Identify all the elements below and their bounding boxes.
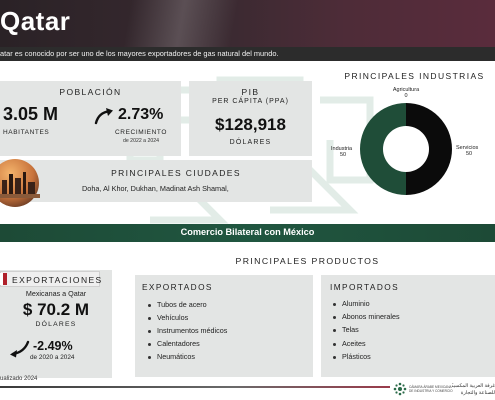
decline-arrow-icon [10,340,30,358]
exported-item: Instrumentos médicos [148,326,227,335]
bullet-icon [333,342,336,346]
pie-slice-servicios [406,103,452,195]
exports-unit: DÓLARES [35,321,77,328]
imported-item: Abonos minerales [333,312,400,321]
bullet-icon [333,355,336,359]
exports-card [0,270,112,378]
exported-products-card [135,275,313,377]
gdp-card [189,81,312,156]
gdp-label: PIB [241,87,260,97]
pie-label-servicios: Servicios [456,145,479,151]
growth-value: 2.73% [118,106,164,123]
exports-subtitle: Mexicanas a Qatar [25,289,87,298]
exported-title: EXPORTADOS [142,282,213,292]
page-subtitle: atar es conocido por ser uno de los mayo… [0,49,279,58]
population-card [0,81,181,156]
population-value: 3.05 M [3,104,59,124]
chamber-logo-text: CÁMARA ÁRABE MEXICANA DE INDUSTRIA Y COM… [409,385,453,393]
city-skyline-image [0,159,40,207]
exported-item: Neumáticos [148,352,195,361]
products-title: PRINCIPALES PRODUCTOS [235,256,380,266]
growth-arrow-icon [94,108,113,125]
imported-item: Plásticos [333,352,371,361]
pie-value-agricultura: 0 [404,93,407,99]
chamber-logo-arabic: غرفة العربية المكسيكية للصناعة والتجارة [452,383,495,396]
bullet-icon [148,342,151,346]
bullet-icon [148,355,151,359]
population-label: POBLACIÓN [59,87,122,97]
pie-value-industria: 50 [340,152,346,158]
subtitle-bar [0,47,495,61]
growth-period: de 2022 a 2024 [122,138,160,144]
trade-banner [0,224,495,242]
gdp-value: $128,918 [215,115,286,134]
population-unit: HABITANTES [3,129,50,136]
imported-item: Aluminio [333,299,370,308]
growth-label: CRECIMIENTO [115,129,167,136]
exports-period: de 2020 a 2024 [30,354,75,361]
bullet-icon [148,303,151,307]
imported-item: Aceites [333,339,366,348]
pie-value-servicios: 50 [466,151,472,157]
imported-item: Telas [333,325,359,334]
pie-label-industria: Industria [331,146,353,152]
bullet-icon [333,328,336,332]
flag-icon [0,273,7,285]
bullet-icon [333,315,336,319]
exports-title: EXPORTACIONES [12,275,103,285]
header-decoration [96,0,266,47]
pie-slice-industria [360,103,406,195]
gdp-sublabel: PER CÁPITA (PPA) [212,98,289,105]
cities-card [0,160,312,202]
exported-item: Calentadores [148,339,200,348]
exported-item: Tubos de acero [148,300,207,309]
exported-item: Vehículos [148,313,188,322]
exports-change: -2.49% [33,339,73,353]
chamber-logo-icon [393,382,407,396]
imported-title: IMPORTADOS [330,282,400,292]
updated-label: ualizado 2024 [0,376,38,382]
bullet-icon [148,316,151,320]
industries-title: PRINCIPALES INDUSTRIAS [344,71,485,81]
industries-pie-chart: Agricultura 0 Servicios 50 Industria 50 [331,87,479,195]
header-banner [0,0,495,47]
pie-label-agricultura: Agricultura [393,87,420,93]
gdp-unit: DÓLARES [229,139,272,146]
bullet-icon [148,329,151,333]
trade-banner-title: Comercio Bilateral con México [180,227,315,237]
exports-value: $ 70.2 M [22,300,90,319]
page-title: Qatar [0,6,71,36]
bullet-icon [333,302,336,306]
imported-products-card [321,275,495,377]
footer-divider [0,386,390,388]
cities-title: PRINCIPALES CIUDADES [111,168,241,178]
cities-list: Doha, Al Khor, Dukhan, Madinat Ash Shama… [82,184,229,193]
